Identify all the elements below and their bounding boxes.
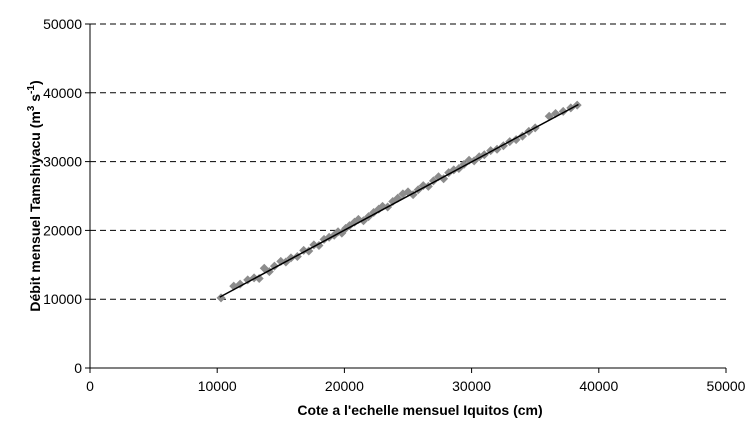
x-axis-title: Cote a l'echelle mensuel Iquitos (cm) [297,402,542,418]
y-axis-title-suffix: ) [27,80,43,85]
y-tick-label-50000: 50000 [43,16,82,32]
y-tick-label-20000: 20000 [43,222,82,238]
x-tick-label-10000: 10000 [198,378,237,394]
axes [85,23,727,373]
y-axis-title-sup2: -1 [26,85,37,94]
trendline-layer [219,103,579,298]
gridlines [90,23,726,300]
y-tick-label-10000: 10000 [43,291,82,307]
x-tick-label-0: 0 [86,378,94,394]
data-point-42 [439,174,449,184]
x-tick-label-20000: 20000 [325,378,364,394]
y-axis-title-sup1: 3 [26,105,37,111]
tick-labels: 0 10000 20000 30000 40000 50000 0 10000 20000 300… [43,16,746,394]
y-tick-label-40000: 40000 [43,85,82,101]
data-point-5 [254,274,264,284]
y-axis-title-prefix: Débit mensuel Tamshiyacu (m [27,111,43,311]
x-tick-label-50000: 50000 [707,378,746,394]
x-tick-label-30000: 30000 [452,378,491,394]
y-tick-label-0: 0 [74,360,82,376]
y-axis-title: Débit mensuel Tamshiyacu (m3 s-1) [26,80,43,311]
y-tick-label-30000: 30000 [43,154,82,170]
trendline [219,103,579,298]
y-axis-title-mid: s [27,94,43,106]
data-point-2 [235,279,245,289]
x-tick-label-40000: 40000 [579,378,618,394]
